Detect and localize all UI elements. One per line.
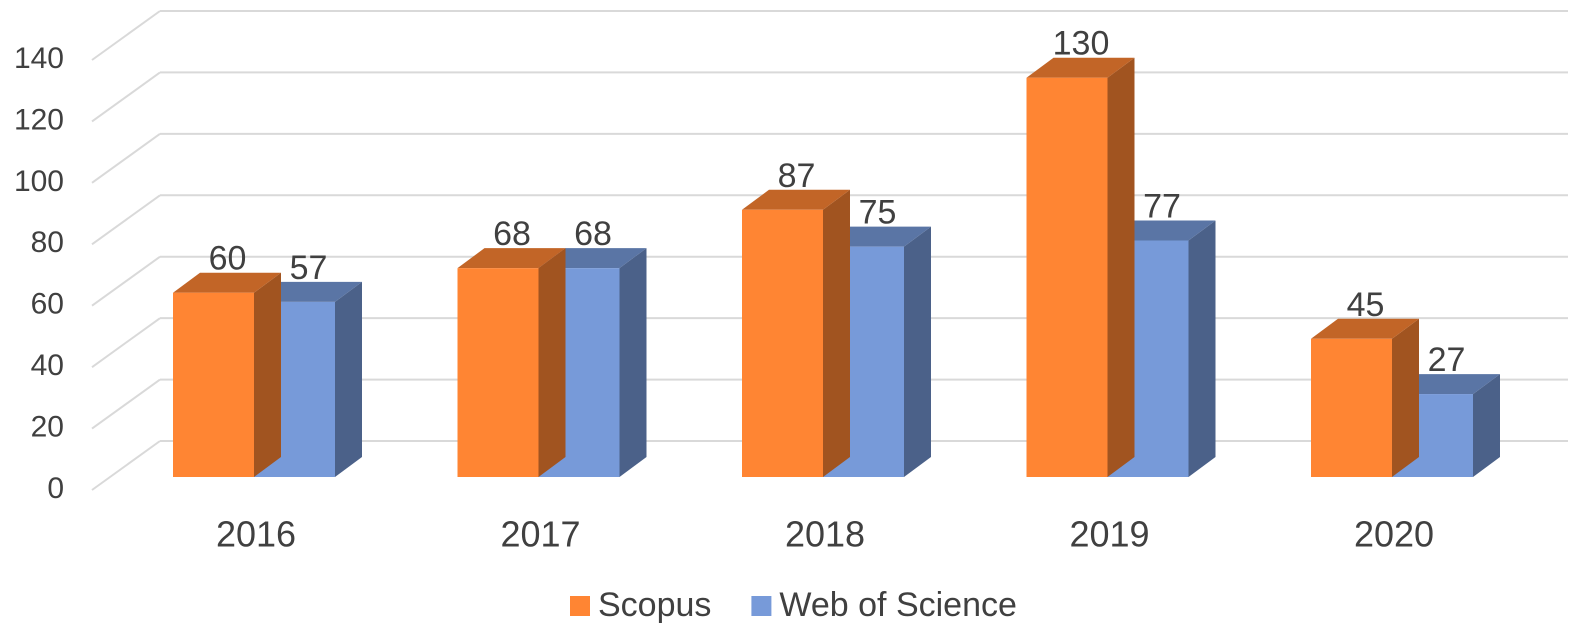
- bar: [742, 189, 850, 478]
- bar-side: [1188, 220, 1216, 477]
- y-tick-label: 60: [31, 288, 64, 321]
- y-tick-label: 20: [31, 410, 64, 443]
- data-label: 45: [1347, 286, 1385, 324]
- bar-side: [1107, 57, 1135, 477]
- data-label: 27: [1428, 341, 1466, 379]
- bar-side: [538, 248, 566, 477]
- grid-line: [91, 194, 161, 246]
- y-tick-label: 80: [31, 226, 64, 259]
- bar: [173, 272, 281, 477]
- bar-front: [742, 209, 823, 478]
- data-label: 75: [859, 194, 897, 232]
- bar-top: [1026, 57, 1135, 78]
- y-tick-label: 120: [14, 103, 64, 136]
- y-tick-label: 100: [14, 165, 64, 198]
- data-label: 68: [493, 215, 531, 253]
- data-label: 68: [574, 215, 612, 253]
- x-tick-label: 2016: [216, 514, 296, 555]
- bar-side: [619, 248, 647, 477]
- legend-swatch: [751, 596, 772, 616]
- y-tick-label: 40: [31, 349, 64, 382]
- grid-line: [91, 378, 161, 430]
- data-label: 60: [209, 240, 247, 278]
- bar: [1026, 57, 1135, 477]
- x-tick-label: 2019: [1069, 514, 1149, 555]
- data-label: 87: [778, 157, 816, 195]
- bar-side: [254, 272, 281, 477]
- x-tick-label: 2018: [785, 514, 865, 555]
- bar-top: [1311, 318, 1419, 339]
- y-tick-label: 0: [47, 472, 64, 505]
- bar-front: [1026, 77, 1108, 477]
- legend-swatch: [570, 596, 590, 616]
- bar-side: [904, 226, 931, 477]
- y-tick-label: 140: [14, 42, 64, 75]
- grid-line: [91, 71, 161, 123]
- grid-line: [91, 133, 161, 184]
- bar: [457, 248, 566, 477]
- grid-line: [91, 255, 161, 307]
- bar-front: [1311, 338, 1392, 477]
- bar-side: [335, 281, 362, 477]
- bar-top: [742, 189, 850, 210]
- bar-side: [823, 189, 850, 478]
- bar-side: [1392, 318, 1419, 477]
- bar-front: [457, 268, 539, 477]
- grid-line: [91, 317, 161, 368]
- grid-line: [91, 10, 161, 61]
- bar-front: [173, 292, 254, 477]
- x-tick-label: 2017: [500, 514, 580, 555]
- x-tick-label: 2020: [1354, 514, 1434, 555]
- bar-top: [457, 248, 566, 269]
- legend-label: Web of Science: [779, 586, 1017, 624]
- grid-line: [91, 440, 161, 491]
- bar-top: [173, 272, 281, 293]
- legend-label: Scopus: [598, 586, 711, 624]
- data-label: 57: [290, 249, 328, 287]
- bar-side: [1473, 374, 1500, 477]
- data-label: 77: [1143, 187, 1181, 225]
- bar: [1311, 318, 1419, 477]
- data-label: 130: [1053, 25, 1110, 63]
- bar: [1107, 220, 1216, 477]
